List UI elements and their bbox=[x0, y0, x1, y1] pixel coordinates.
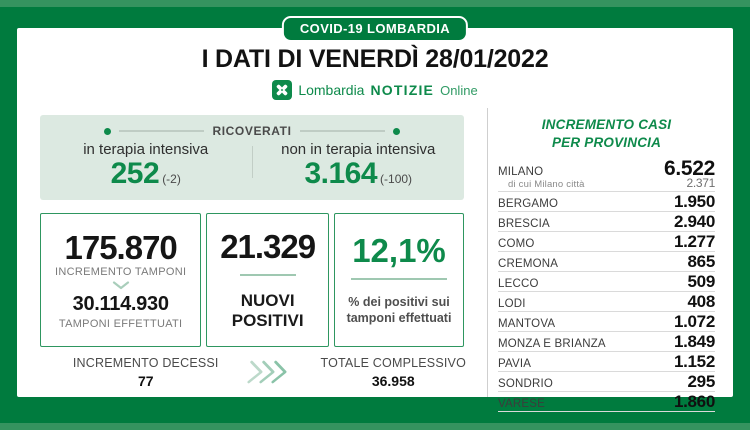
totale-label: TOTALE COMPLESSIVO bbox=[320, 356, 467, 370]
icu-delta: (-2) bbox=[162, 172, 181, 186]
positivity-rate-label: % dei positivi sui tamponi effettuati bbox=[346, 294, 452, 325]
province-row-mantova: MANTOVA 1.072 bbox=[498, 312, 715, 333]
province-row-bergamo: BERGAMO 1.950 bbox=[498, 192, 715, 213]
province-row-cremona: CREMONA 865 bbox=[498, 252, 715, 273]
province-panel-title: INCREMENTO CASI PER PROVINCIA bbox=[498, 116, 715, 151]
icu-label: in terapia intensiva bbox=[83, 141, 209, 158]
tamponi-total-value: 30.114.930 bbox=[72, 292, 169, 315]
logo-text-online: Online bbox=[440, 82, 478, 98]
province-row-milano: MILANO 6.522 bbox=[498, 157, 715, 181]
non-icu-delta: (-100) bbox=[380, 172, 413, 186]
ricoverati-header: RICOVERATI bbox=[104, 124, 400, 138]
ricoverati-label: RICOVERATI bbox=[212, 124, 292, 138]
province-row-lodi: LODI 408 bbox=[498, 292, 715, 313]
province-title-line1: INCREMENTO CASI bbox=[541, 117, 672, 132]
logo-text-notizie: NOTIZIE bbox=[370, 82, 435, 98]
bottom-summary-row: INCREMENTO DECESSI 77 TOT bbox=[52, 356, 487, 389]
vertical-divider bbox=[251, 146, 253, 178]
province-row-como: COMO 1.277 bbox=[498, 232, 715, 253]
province-subrow-milano-citta: di cui Milano città 2.371 bbox=[498, 177, 715, 193]
non-icu-label: non in terapia intensiva bbox=[281, 141, 436, 158]
tamponi-panel: 175.870 INCREMENTO TAMPONI 30.114.930 TA… bbox=[40, 213, 202, 347]
divider-line bbox=[119, 130, 205, 132]
province-row-sondrio: SONDRIO 295 bbox=[498, 372, 715, 393]
decessi-label: INCREMENTO DECESSI bbox=[72, 356, 219, 370]
bullet-dot-icon bbox=[104, 127, 111, 135]
province-list: MILANO 6.522 di cui Milano città 2.371 B… bbox=[498, 157, 715, 413]
decessi-stat: INCREMENTO DECESSI 77 bbox=[52, 356, 240, 389]
triple-chevron-icon bbox=[240, 356, 300, 385]
divider-line bbox=[239, 273, 296, 276]
divider-line bbox=[351, 277, 447, 280]
logo-text-lombardia: Lombardia bbox=[298, 82, 365, 98]
icu-stat: in terapia intensiva 252 (-2) bbox=[40, 141, 252, 190]
totale-value: 36.958 bbox=[371, 373, 415, 389]
tamponi-increment-value: 175.870 bbox=[64, 228, 178, 266]
nuovi-positivi-value: 21.329 bbox=[220, 227, 316, 265]
covid-badge: COVID-19 LOMBARDIA bbox=[281, 16, 469, 42]
main-content: RICOVERATI in terapia intensiva 252 (-2) bbox=[17, 108, 733, 413]
province-panel: INCREMENTO CASI PER PROVINCIA MILANO 6.5… bbox=[487, 108, 733, 413]
divider-line bbox=[299, 130, 385, 132]
bullet-dot-icon bbox=[393, 127, 400, 135]
tamponi-increment-label: INCREMENTO TAMPONI bbox=[55, 265, 187, 278]
positivity-rate-panel: 12,1% % dei positivi sui tamponi effettu… bbox=[334, 213, 464, 347]
province-row-pavia: PAVIA 1.152 bbox=[498, 352, 715, 373]
province-row-brescia: BRESCIA 2.940 bbox=[498, 212, 715, 233]
totale-stat: TOTALE COMPLESSIVO 36.958 bbox=[300, 356, 488, 389]
content-card: COVID-19 LOMBARDIA I DATI DI VENERDÌ 28/… bbox=[17, 16, 733, 413]
icu-value: 252 bbox=[110, 157, 160, 190]
rosa-camuna-icon bbox=[272, 80, 293, 100]
province-row-monza-e-brianza: MONZA E BRIANZA 1.849 bbox=[498, 332, 715, 353]
ricoverati-panel: RICOVERATI in terapia intensiva 252 (-2) bbox=[40, 115, 464, 200]
left-column: RICOVERATI in terapia intensiva 252 (-2) bbox=[17, 108, 487, 397]
chevron-down-icon bbox=[112, 280, 129, 289]
positivity-rate-value: 12,1% bbox=[352, 231, 446, 269]
province-title-line2: PER PROVINCIA bbox=[551, 134, 662, 150]
nuovi-positivi-panel: 21.329 NUOVI POSITIVI bbox=[206, 213, 329, 347]
non-icu-stat: non in terapia intensiva 3.164 (-100) bbox=[253, 141, 465, 190]
lombardia-notizie-logo: Lombardia NOTIZIE Online bbox=[17, 78, 733, 102]
non-icu-value: 3.164 bbox=[304, 157, 378, 190]
nuovi-positivi-label: NUOVI POSITIVI bbox=[231, 290, 304, 330]
page-title: I DATI DI VENERDÌ 28/01/2022 bbox=[201, 45, 549, 73]
tamponi-total-label: TAMPONI EFFETTUATI bbox=[58, 317, 183, 330]
decessi-value: 77 bbox=[137, 373, 154, 389]
province-row-lecco: LECCO 509 bbox=[498, 272, 715, 293]
province-row-varese: VARESE 1.860 bbox=[498, 392, 715, 413]
stat-boxes-row: 175.870 INCREMENTO TAMPONI 30.114.930 TA… bbox=[40, 213, 464, 347]
